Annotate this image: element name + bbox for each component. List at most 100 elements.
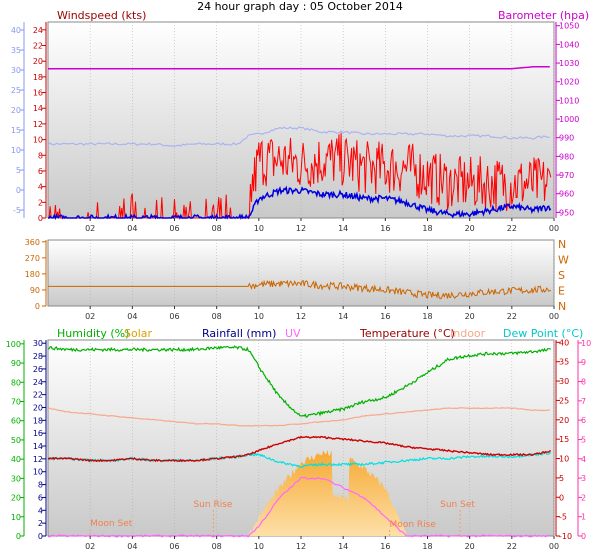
x-tick-label: 16: [380, 542, 390, 551]
rain-axis-tick-label: 8: [38, 481, 43, 490]
wind-axis-tick-label: 6: [38, 167, 43, 176]
annotation-label: Sun Rise: [193, 500, 232, 510]
x-tick-label: 04: [127, 542, 137, 551]
direction-axis-tick-label: 270: [25, 254, 40, 263]
wind-axis-tick-label: 12: [33, 120, 43, 129]
temp-axis-tick-label: -10: [559, 532, 572, 541]
barometer-legend: Barometer (hpa): [498, 9, 589, 22]
temperature-line: [47, 435, 551, 463]
uv-legend: UV: [285, 327, 301, 340]
rain-axis-tick-label: 2: [38, 519, 43, 528]
wind-axis-tick-label: 20: [33, 57, 43, 66]
rain-axis-tick-label: 4: [38, 506, 43, 515]
x-tick-label: 12: [296, 542, 306, 551]
dew-point-legend: Dew Point (°C): [503, 327, 583, 340]
temp-axis-tick-label: 5: [559, 474, 564, 483]
humidity-line: [48, 345, 551, 418]
x-tick-label: 08: [212, 542, 222, 551]
x-tick-label: 04: [127, 312, 137, 321]
x-tick-label: 20: [465, 224, 475, 233]
average-wind-line: [48, 185, 552, 221]
uv-axis-tick-label: 6: [581, 416, 586, 425]
x-tick-label: 18: [422, 312, 432, 321]
solar-area: [48, 449, 552, 536]
outer-axis-tick-label: 15: [11, 126, 21, 135]
barometer-axis-tick-label: 950: [559, 208, 574, 217]
barometer-axis-tick-label: 1030: [559, 59, 579, 68]
humidity-legend: Humidity (%): [57, 327, 129, 340]
annotation-label: Moon Set: [90, 519, 133, 529]
barometer-axis-tick-label: 1050: [559, 22, 579, 31]
rain-axis-tick-label: 26: [33, 365, 43, 374]
barometer-axis-tick-label: 960: [559, 190, 574, 199]
rain-axis-tick-label: 6: [38, 493, 43, 502]
indoor-legend: Indoor: [450, 327, 486, 340]
wind-axis-tick-label: 4: [38, 183, 43, 192]
wind-legend: Windspeed (kts): [57, 9, 146, 22]
x-tick-label: 18: [422, 224, 432, 233]
temp-axis-tick-label: 35: [559, 358, 569, 367]
barometer-line: [48, 66, 550, 70]
annotation-label: Sun Set: [440, 500, 475, 510]
compass-label: N: [558, 300, 566, 313]
uv-axis-tick-label: 3: [581, 474, 586, 483]
rainfall-legend: Rainfall (mm): [202, 327, 276, 340]
barometer-axis-tick-label: 1020: [559, 78, 579, 87]
humidity-axis-tick-label: 100: [6, 340, 21, 349]
rain-axis-tick-label: 30: [33, 339, 43, 348]
x-tick-label: 22: [507, 224, 517, 233]
temp-axis-tick-label: 15: [559, 435, 569, 444]
humidity-axis-tick-label: 10: [11, 513, 21, 522]
barometer-axis-tick-label: 980: [559, 152, 574, 161]
humidity-axis-tick-label: 80: [11, 378, 21, 387]
x-tick-label: 00: [549, 312, 559, 321]
outer-trace-line: [47, 126, 550, 148]
rain-axis-tick-label: 14: [33, 442, 43, 451]
outer-axis-tick-label: 20: [11, 106, 21, 115]
barometer-axis-tick-label: 1040: [559, 40, 579, 49]
annotation-label: Moon Rise: [390, 520, 437, 530]
uv-axis-tick-label: 1: [581, 513, 586, 522]
wind-axis-tick-label: 2: [38, 198, 43, 207]
x-tick-label: 06: [169, 542, 179, 551]
outer-axis-tick-label: 25: [11, 86, 21, 95]
uv-line: [47, 476, 550, 538]
x-tick-label: 02: [85, 224, 95, 233]
x-tick-label: 12: [296, 312, 306, 321]
x-tick-label: 20: [465, 542, 475, 551]
x-tick-label: 20: [465, 312, 475, 321]
outer-axis-tick-label: 10: [11, 146, 21, 155]
x-tick-label: 14: [338, 542, 348, 551]
barometer-axis-tick-label: 1010: [559, 96, 579, 105]
wind-axis-tick-label: 8: [38, 151, 43, 160]
humidity-axis-tick-label: 60: [11, 417, 21, 426]
indoor-temp-line: [47, 407, 550, 427]
x-tick-label: 00: [549, 224, 559, 233]
uv-axis-tick-label: 9: [581, 358, 586, 367]
solar-legend: Solar: [124, 327, 153, 340]
humidity-axis-tick-label: 50: [11, 436, 21, 445]
temp-axis-tick-label: 30: [559, 377, 569, 386]
x-tick-label: 06: [169, 312, 179, 321]
outer-axis-tick-label: 30: [11, 66, 21, 75]
x-tick-label: 16: [380, 224, 390, 233]
humidity-axis-tick-label: 40: [11, 455, 21, 464]
direction-axis-tick-label: 0: [35, 302, 40, 311]
uv-axis-tick-label: 0: [581, 532, 586, 541]
x-tick-label: 18: [422, 542, 432, 551]
wind-axis-tick-label: 14: [33, 104, 43, 113]
gust-line: [48, 132, 552, 219]
humidity-axis-tick-label: 20: [11, 494, 21, 503]
x-tick-label: 16: [380, 312, 390, 321]
x-tick-label: 08: [212, 312, 222, 321]
wind-axis-tick-label: 18: [33, 73, 43, 82]
temp-axis-tick-label: -5: [559, 513, 567, 522]
rain-axis-tick-label: 18: [33, 416, 43, 425]
x-tick-label: 10: [254, 312, 264, 321]
uv-axis-tick-label: 2: [581, 493, 586, 502]
direction-axis-tick-label: 90: [30, 286, 40, 295]
x-tick-label: 22: [507, 312, 517, 321]
x-tick-label: 06: [169, 224, 179, 233]
temp-axis-tick-label: 40: [559, 338, 569, 347]
temp-axis-tick-label: 20: [559, 416, 569, 425]
